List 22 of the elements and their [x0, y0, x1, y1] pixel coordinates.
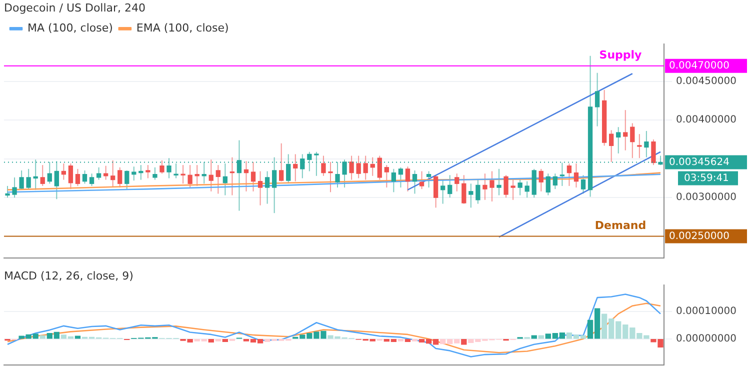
text: 03:59:41 [684, 172, 729, 184]
legend-label: EMA (100, close) [136, 22, 229, 35]
bar [404, 339, 411, 342]
y-tick-label: 0.00400000 [676, 114, 736, 126]
legend-label: MA (100, close) [28, 22, 113, 35]
chart-title: MACD (12, 26, close, 9) [4, 269, 134, 282]
bar [222, 339, 228, 342]
bar [531, 335, 537, 339]
y-tick-label: 0.00000000 [676, 333, 736, 344]
bar [208, 339, 214, 342]
bar [461, 339, 467, 345]
bar [40, 335, 46, 339]
annotation: Demand [594, 219, 646, 232]
y-tick-label: 0.00300000 [676, 192, 736, 204]
ref-line-label: 0.00470000 [669, 60, 730, 72]
bar [538, 335, 544, 339]
chart-title: Dogecoin / US Dollar, 240 [4, 1, 146, 14]
ref-line-label: 0.00345624 [669, 156, 730, 168]
ref-line-label: 0.00250000 [669, 230, 730, 242]
y-tick-label: 0.00010000 [676, 306, 736, 317]
annotation: Supply [599, 48, 642, 62]
y-tick-label: 0.00450000 [676, 76, 736, 87]
